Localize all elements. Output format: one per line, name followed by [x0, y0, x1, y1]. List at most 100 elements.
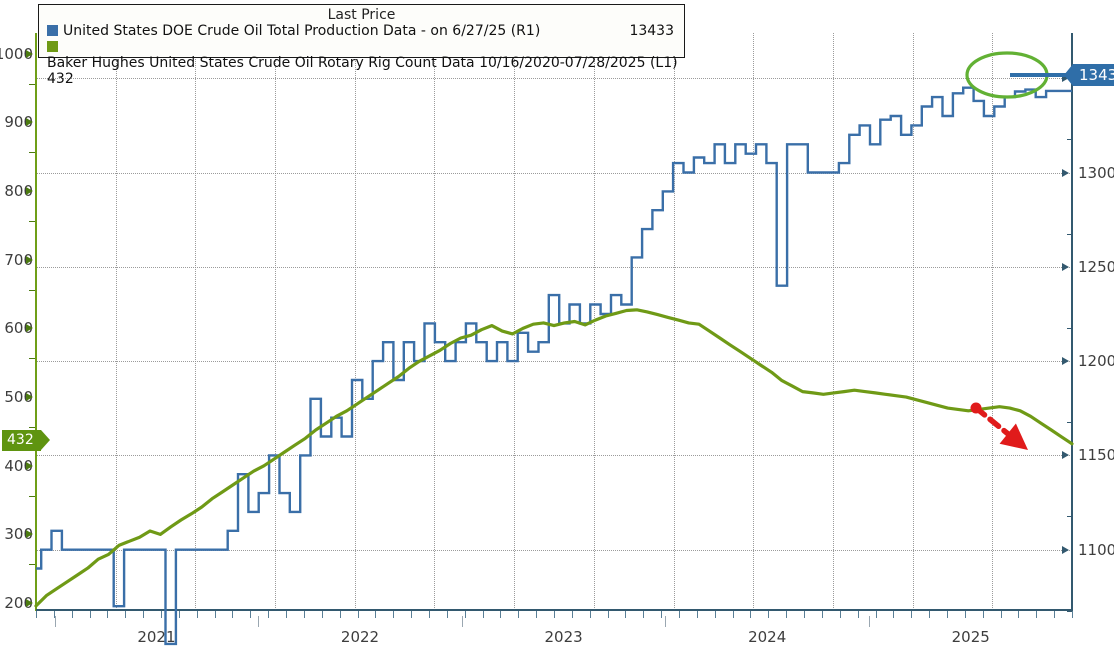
x-axis-minor-tick	[393, 611, 395, 618]
gridline-vertical	[832, 33, 834, 610]
left-axis-tick-label: 1000	[0, 44, 33, 63]
x-axis-minor-tick	[1072, 611, 1073, 618]
x-axis-minor-tick	[53, 611, 55, 618]
left-axis-tick-marker	[26, 49, 33, 58]
x-axis-minor-tick	[607, 611, 609, 618]
arrow-shaft	[973, 405, 1011, 437]
x-axis-minor-tick	[214, 611, 216, 618]
legend-title: Last Price	[327, 7, 396, 23]
gridline-vertical	[354, 33, 356, 610]
series-line-rigcount	[34, 308, 1074, 608]
right-axis-tick-marker	[1062, 451, 1069, 460]
gridline-horizontal	[36, 78, 1072, 80]
legend-value-production: 13433	[629, 23, 674, 39]
x-axis-minor-tick	[196, 611, 198, 618]
left-axis-spine	[35, 33, 37, 611]
x-axis-minor-tick	[178, 611, 180, 618]
last-price-leader-line	[1010, 73, 1076, 77]
gridline-horizontal	[36, 172, 1072, 174]
gridline-vertical	[195, 33, 197, 610]
right-axis-tick-label: 12000	[1078, 352, 1114, 371]
x-axis-minor-tick	[964, 611, 966, 618]
right-axis-minor-tick	[1067, 233, 1073, 235]
legend-swatch-green	[47, 41, 58, 52]
left-axis-minor-tick	[29, 289, 35, 291]
x-axis-minor-tick	[946, 611, 948, 618]
left-axis-tick-label: 400	[4, 456, 33, 475]
x-axis-minor-tick	[1000, 611, 1002, 618]
legend-row-rigcount[interactable]: Baker Hughes United States Crude Oil Rot…	[47, 39, 678, 87]
right-axis-tick-marker	[1062, 357, 1069, 366]
right-axis-tick-label: 11500	[1078, 446, 1114, 465]
right-axis-minor-tick	[1067, 516, 1073, 518]
x-axis-minor-tick	[554, 611, 555, 618]
left-axis-value-badge: 432	[2, 430, 50, 451]
right-axis-tick-label: 13000	[1078, 163, 1114, 182]
left-axis-tick-label: 900	[4, 113, 33, 132]
x-axis-minor-tick	[411, 611, 413, 618]
left-axis-tick-marker	[26, 393, 33, 402]
x-axis-minor-tick	[875, 611, 877, 618]
right-axis-tick-marker	[1062, 168, 1069, 177]
left-axis-tick-marker	[26, 599, 33, 608]
legend-label-rigcount: Baker Hughes United States Crude Oil Rot…	[47, 55, 678, 87]
right-axis-minor-tick	[1067, 139, 1073, 141]
left-axis-tick-label: 700	[4, 250, 33, 269]
legend-row-production[interactable]: United States DOE Crude Oil Total Produc…	[47, 23, 678, 40]
left-axis-tick-label: 800	[4, 181, 33, 200]
left-axis-tick-marker	[26, 324, 33, 333]
x-axis-tick-label: 2024	[748, 628, 787, 646]
left-axis-tick-label: 300	[4, 525, 33, 544]
x-axis-minor-tick	[714, 611, 716, 618]
x-axis-minor-tick	[339, 611, 341, 618]
x-axis-minor-tick	[143, 611, 145, 618]
left-axis-minor-tick	[29, 152, 35, 154]
x-axis-minor-tick	[357, 611, 359, 618]
x-axis-minor-tick	[1018, 611, 1020, 618]
x-axis-minor-tick	[571, 611, 573, 618]
x-axis-minor-tick	[696, 611, 698, 618]
left-axis-tick-marker	[26, 255, 33, 264]
x-axis-minor-tick	[500, 611, 502, 618]
x-axis-minor-tick	[161, 611, 163, 618]
left-axis-minor-tick	[29, 358, 35, 360]
x-axis-minor-tick	[250, 611, 252, 618]
right-axis-tick-label: 12500	[1078, 257, 1114, 276]
gridline-horizontal	[36, 549, 1072, 551]
x-axis-minor-tick	[71, 611, 73, 618]
x-axis-minor-tick	[929, 611, 931, 618]
left-axis-tick-marker	[26, 461, 33, 470]
x-axis-minor-tick	[536, 611, 538, 618]
x-axis-minor-tick	[821, 611, 823, 618]
x-axis-year-separator	[258, 616, 260, 627]
right-axis-minor-tick	[1067, 327, 1073, 329]
x-axis-tick-label: 2025	[951, 628, 990, 646]
x-axis-year-separator	[665, 616, 667, 627]
gridline-horizontal	[36, 266, 1072, 268]
plot-area	[36, 33, 1072, 610]
x-axis-minor-tick	[428, 611, 430, 618]
gridline-vertical	[753, 33, 755, 610]
x-axis-minor-tick	[982, 611, 984, 618]
x-axis-minor-tick	[321, 611, 323, 618]
x-axis-minor-tick	[911, 611, 913, 618]
x-axis-minor-tick	[107, 611, 109, 618]
gridline-horizontal	[36, 455, 1072, 457]
left-axis-tick-label: 500	[4, 388, 33, 407]
x-axis-minor-tick	[286, 611, 288, 618]
right-axis-tick-label: 11000	[1078, 540, 1114, 559]
gridline-vertical	[275, 33, 277, 610]
right-axis-tick-marker	[1062, 262, 1069, 271]
right-axis-spine	[1071, 33, 1073, 611]
bottom-axis-spine	[36, 609, 1072, 611]
x-axis-minor-tick	[625, 611, 627, 618]
x-axis-minor-tick	[750, 611, 752, 618]
left-axis-tick-marker	[26, 530, 33, 539]
downtrend-arrow	[970, 402, 1028, 450]
legend-box[interactable]: Last Price United States DOE Crude Oil T…	[38, 4, 685, 87]
legend-label-production: United States DOE Crude Oil Total Produc…	[63, 23, 541, 39]
left-axis-minor-tick	[29, 564, 35, 566]
